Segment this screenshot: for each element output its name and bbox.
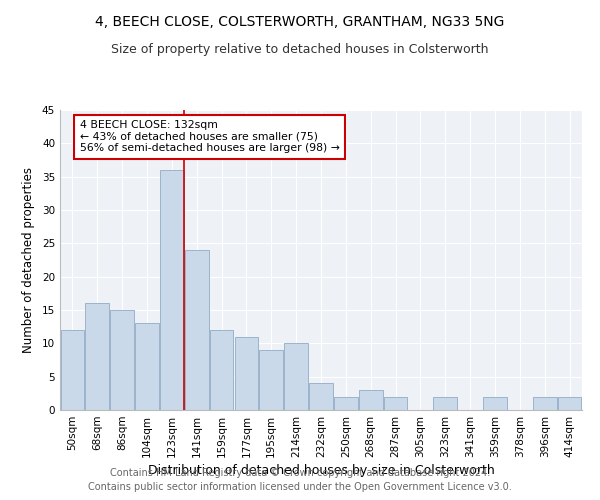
Text: 4 BEECH CLOSE: 132sqm
← 43% of detached houses are smaller (75)
56% of semi-deta: 4 BEECH CLOSE: 132sqm ← 43% of detached … [80, 120, 340, 153]
Bar [110, 310, 134, 410]
Bar [309, 384, 333, 410]
Bar [334, 396, 358, 410]
Text: Contains public sector information licensed under the Open Government Licence v3: Contains public sector information licen… [88, 482, 512, 492]
Text: Size of property relative to detached houses in Colsterworth: Size of property relative to detached ho… [111, 42, 489, 56]
Bar [210, 330, 233, 410]
Bar [533, 396, 557, 410]
Bar [284, 344, 308, 410]
Text: 4, BEECH CLOSE, COLSTERWORTH, GRANTHAM, NG33 5NG: 4, BEECH CLOSE, COLSTERWORTH, GRANTHAM, … [95, 15, 505, 29]
Text: Contains HM Land Registry data © Crown copyright and database right 2024.: Contains HM Land Registry data © Crown c… [110, 468, 490, 477]
Bar [483, 396, 507, 410]
Bar [160, 170, 184, 410]
Bar [384, 396, 407, 410]
X-axis label: Distribution of detached houses by size in Colsterworth: Distribution of detached houses by size … [148, 464, 494, 477]
Bar [61, 330, 84, 410]
Bar [235, 336, 258, 410]
Bar [85, 304, 109, 410]
Bar [259, 350, 283, 410]
Bar [558, 396, 581, 410]
Bar [135, 324, 159, 410]
Bar [185, 250, 209, 410]
Y-axis label: Number of detached properties: Number of detached properties [22, 167, 35, 353]
Bar [359, 390, 383, 410]
Bar [433, 396, 457, 410]
